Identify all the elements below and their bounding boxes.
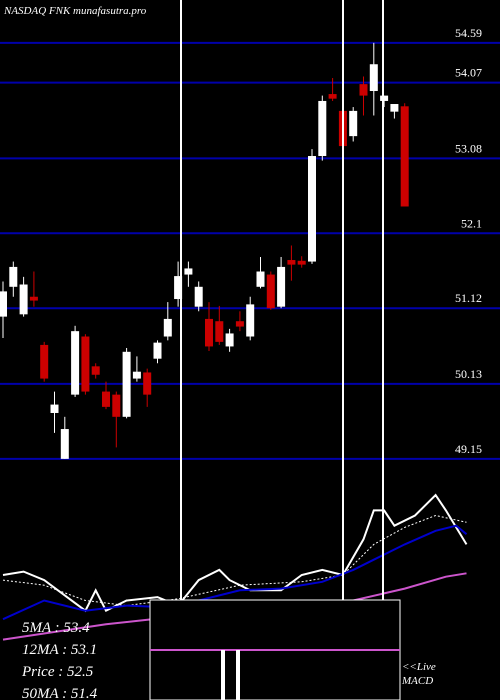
candle-body (71, 331, 80, 395)
candle-body (328, 94, 337, 99)
candle-body (400, 106, 409, 207)
candle-body (297, 260, 306, 265)
histogram-bar (221, 650, 225, 700)
candle-body (277, 266, 286, 307)
candle-body (390, 104, 399, 112)
candle-body (266, 274, 275, 309)
candle-body (0, 291, 7, 317)
chart-title: NASDAQ FNK munafasutra.pro (3, 5, 147, 17)
y-tick-label: 53.08 (455, 141, 482, 155)
candle-body (184, 268, 193, 275)
y-tick-label: 49.15 (455, 442, 482, 456)
y-tick-label: 54.07 (455, 66, 482, 80)
candle-body (349, 110, 358, 137)
candle-body (287, 260, 296, 265)
legend-text: Price : 52.5 (21, 664, 94, 680)
y-tick-label: 51.12 (455, 291, 482, 305)
y-tick-label: 52.1 (461, 216, 482, 230)
candle-body (29, 296, 38, 301)
candle-body (380, 95, 389, 101)
legend-text: 12MA : 53.1 (22, 642, 97, 658)
candle-body (174, 276, 183, 300)
legend-text: 50MA : 51.4 (22, 686, 98, 700)
y-tick-label: 54.59 (455, 26, 482, 40)
indicator-line (2, 514, 467, 607)
ma-box (149, 599, 401, 700)
candle-body (194, 286, 203, 307)
candle-body (225, 333, 234, 347)
live-label: <<Live (402, 661, 436, 673)
candle-body (112, 394, 121, 417)
candles (0, 42, 409, 459)
grid (0, 41, 500, 460)
y-tick-label: 50.13 (455, 367, 482, 381)
candle-body (205, 318, 213, 347)
candle-body (318, 100, 327, 157)
candle-body (9, 266, 18, 287)
candle-body (369, 64, 378, 92)
indicator-line (2, 493, 468, 613)
indicator-line (2, 524, 468, 621)
legend-text: 5MA : 53.4 (22, 620, 90, 636)
candle-body (143, 372, 152, 395)
live-label: MACD (401, 675, 433, 687)
candle-body (308, 156, 316, 262)
candle-body (81, 336, 90, 392)
candle-body (102, 391, 110, 407)
candle-body (122, 351, 131, 417)
candle-body (40, 344, 49, 379)
candle-body (235, 321, 244, 327)
histogram-bar (236, 650, 240, 700)
candle-body (256, 271, 265, 287)
candle-body (153, 342, 162, 359)
candle-body (215, 321, 224, 342)
candle-body (50, 404, 59, 413)
candle-body (91, 366, 100, 375)
candle-body (163, 318, 172, 337)
candle-body (246, 304, 255, 337)
candle-body (132, 371, 141, 379)
candle-body (19, 284, 28, 315)
candle-body (359, 84, 368, 96)
candle-body (60, 429, 69, 459)
